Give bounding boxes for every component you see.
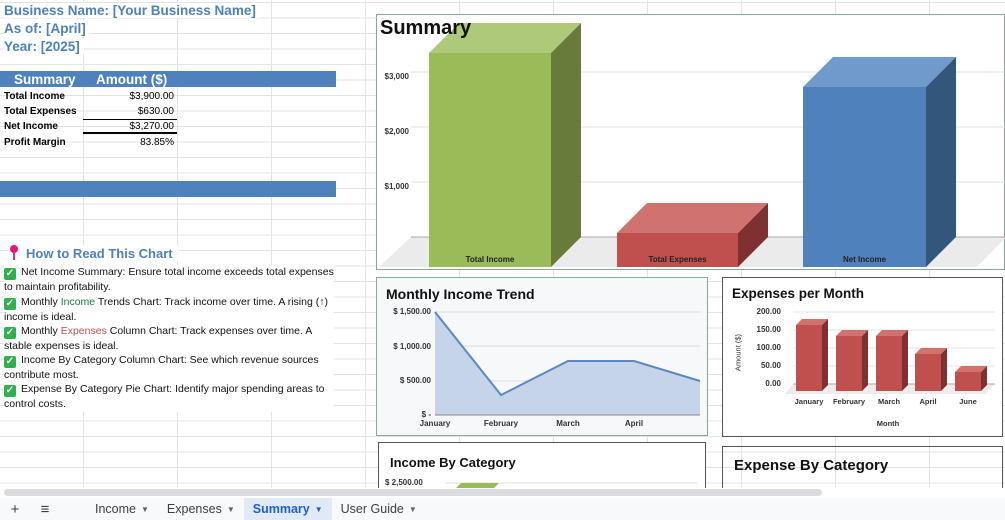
checkmark-icon: ✓ [4, 268, 16, 280]
x-axis-title: Month [876, 419, 900, 428]
tip-item: ✓ Income By Category Column Chart: See wh… [4, 353, 334, 383]
tip-item: ✓ Monthly Income Trends Chart: Track inco… [4, 295, 334, 325]
chevron-down-icon: ▼ [408, 504, 417, 514]
table-row[interactable]: Profit Margin 83.85% [0, 135, 336, 150]
tab-summary[interactable]: Summary ▼ [243, 498, 332, 520]
y-tick: $ 500.00 [399, 376, 431, 385]
amount-col-header: Amount ($) [96, 72, 168, 87]
how-to-title-text: How to Read This Chart [26, 245, 173, 261]
x-label: April [919, 397, 937, 406]
all-sheets-menu-icon[interactable]: ≡ [40, 500, 50, 518]
x-label: February [832, 397, 866, 406]
checkmark-icon: ✓ [4, 327, 16, 339]
y-tick: 100.00 [756, 343, 781, 352]
expenses-per-month-chart[interactable]: Expenses per Month 200.00 150.00 100.00 … [722, 277, 1003, 437]
scrollbar-thumb[interactable] [4, 489, 822, 496]
expense-by-category-chart[interactable]: Expense By Category [722, 446, 1003, 488]
y-tick: $3,000 [384, 72, 409, 81]
chevron-down-icon: ▼ [226, 504, 235, 514]
tip-item: ✓ Monthly Expenses Column Chart: Track ex… [4, 324, 334, 354]
x-label: February [483, 419, 519, 428]
tab-income[interactable]: Income ▼ [86, 498, 158, 520]
x-label: Net Income [842, 255, 887, 264]
income-by-category-chart[interactable]: Income By Category $ 2,500.00 [378, 442, 706, 488]
y-tick: 200.00 [756, 307, 781, 316]
income-trend-title: Monthly Income Trend [386, 286, 535, 302]
chevron-down-icon: ▼ [141, 504, 149, 514]
x-label: March [877, 397, 901, 406]
tab-expenses[interactable]: Expenses ▼ [158, 498, 244, 520]
x-label: Total Income [465, 255, 515, 264]
pushpin-icon [8, 245, 22, 261]
as-of-label: As of: [April] [4, 21, 90, 36]
checkmark-icon: ✓ [4, 385, 16, 397]
y-tick: $ 2,500.00 [385, 478, 423, 487]
chevron-down-icon: ▼ [314, 504, 323, 514]
y-tick: $ 1,000.00 [393, 342, 431, 351]
tab-label: User Guide [340, 502, 404, 516]
horizontal-scrollbar[interactable] [0, 488, 1005, 498]
y-tick: 50.00 [760, 361, 781, 370]
row-label: Total Income [4, 91, 65, 102]
expense-by-category-title: Expense By Category [734, 457, 889, 474]
tab-label: Summary [252, 502, 310, 516]
summary-chart-title: Summary [380, 17, 472, 39]
sheet-tab-bar: + ≡ Income ▼ Expenses ▼ Summary ▼ User G… [0, 498, 1005, 520]
table-row[interactable]: Total Income $3,900.00 [0, 89, 336, 104]
summary-chart[interactable]: Summary $3,000 $2,000 $1,000 Total Incom… [376, 14, 1005, 270]
tab-user-guide[interactable]: User Guide ▼ [332, 498, 426, 520]
y-tick: 150.00 [756, 325, 781, 334]
table-row[interactable]: Net Income $3,270.00 [0, 119, 336, 134]
summary-col-header: Summary [14, 72, 76, 87]
checkmark-icon: ✓ [4, 298, 16, 310]
tab-label: Income [95, 502, 136, 516]
row-label: Net Income [4, 121, 58, 132]
spreadsheet-grid[interactable]: Business Name: [Your Business Name] As o… [0, 0, 1005, 488]
y-tick: $2,000 [384, 127, 409, 136]
year-label: Year: [2025] [4, 39, 84, 54]
summary-table-header: Summary Amount ($) [0, 71, 336, 87]
y-tick: $ - [421, 410, 431, 419]
row-value: 83.85% [140, 137, 174, 148]
table-row[interactable]: Total Expenses $630.00 [0, 104, 336, 119]
business-name: Business Name: [Your Business Name] [4, 3, 260, 18]
monthly-income-trend-chart[interactable]: Monthly Income Trend $ 1,500.00 $ 1,000.… [376, 277, 708, 436]
y-tick: 0.00 [765, 379, 781, 388]
row-value: $3,270.00 [83, 119, 177, 134]
row-label: Profit Margin [4, 137, 66, 148]
tab-label: Expenses [166, 502, 222, 516]
x-label: Total Expenses [648, 255, 707, 264]
how-to-read-title: How to Read This Chart [8, 245, 179, 261]
x-label: April [624, 419, 644, 428]
tip-item: ✓ Net Income Summary: Ensure total income… [4, 265, 334, 295]
row-value: $630.00 [137, 106, 174, 117]
tip-item: ✓ Expense By Category Pie Chart: Identify… [4, 382, 334, 412]
y-axis-title: Amount ($) [733, 333, 743, 372]
row-value: $3,900.00 [129, 91, 175, 102]
x-label: March [556, 419, 580, 428]
income-by-category-title: Income By Category [390, 455, 516, 470]
checkmark-icon: ✓ [4, 356, 16, 368]
x-label: January [794, 397, 824, 406]
y-tick: $1,000 [384, 182, 409, 191]
x-label: June [959, 397, 977, 406]
x-label: January [419, 419, 451, 428]
expenses-per-month-title: Expenses per Month [732, 286, 865, 301]
y-tick: $ 1,500.00 [393, 307, 431, 316]
blue-separator-band [0, 181, 336, 197]
add-sheet-button[interactable]: + [10, 500, 20, 518]
row-label: Total Expenses [4, 106, 77, 117]
